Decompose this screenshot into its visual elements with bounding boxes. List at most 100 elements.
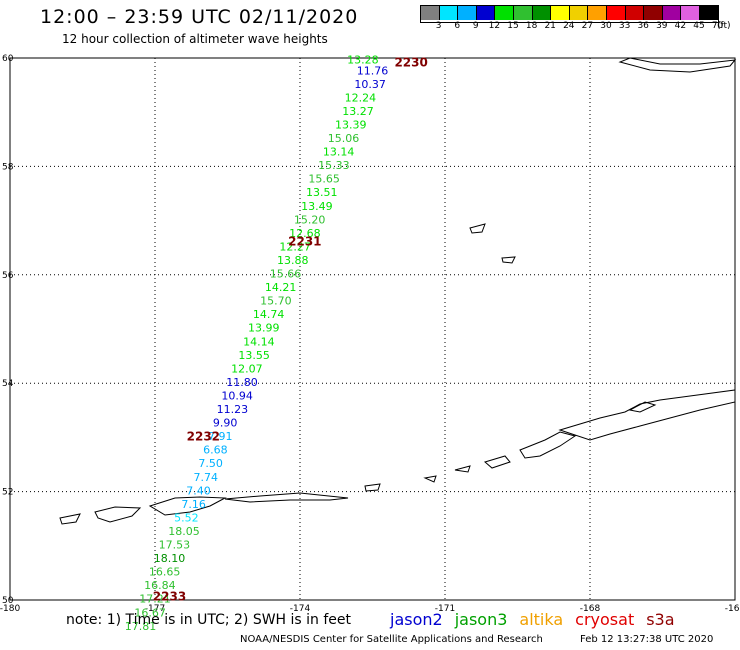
coastline xyxy=(628,401,657,413)
legend-tick-label: 42 xyxy=(674,21,687,31)
wave-height-label: 14.21 xyxy=(265,281,297,294)
wave-height-label: 7.50 xyxy=(198,457,223,470)
coastline xyxy=(618,57,737,73)
coastline xyxy=(454,465,471,473)
footer-timestamp: Feb 12 13:27:38 UTC 2020 xyxy=(580,634,714,645)
wave-height-label: 17.81 xyxy=(125,620,157,633)
map-frame xyxy=(9,57,736,601)
wave-height-label: 13.14 xyxy=(323,146,355,159)
legend-swatch xyxy=(681,6,700,20)
longitude-label: -168 xyxy=(580,604,601,614)
legend-tick-label: 12 xyxy=(488,21,501,31)
legend-swatch xyxy=(495,6,514,20)
legend-swatch xyxy=(625,6,645,20)
wave-height-label: 12.07 xyxy=(231,362,263,375)
time-label: 2233 xyxy=(153,589,186,603)
legend-swatch xyxy=(532,6,552,20)
legend-tick-label: 33 xyxy=(618,21,631,31)
legend-tick-label: 24 xyxy=(563,21,575,31)
coastline xyxy=(423,475,437,483)
legend-unit: (ft) xyxy=(717,21,731,31)
mission-label: altika xyxy=(519,610,564,629)
legend-tick-label: 45 xyxy=(693,21,705,31)
legend-swatch xyxy=(662,6,682,20)
coastline xyxy=(483,455,511,469)
wave-height-label: 9.90 xyxy=(213,417,238,430)
legend-tick-label: 70 xyxy=(711,21,724,31)
legend-swatch xyxy=(699,6,718,20)
wave-height-label: 15.20 xyxy=(294,213,326,226)
wave-height-label: 6.68 xyxy=(203,444,228,457)
mission-list: jason2 jason3 altika cryosat s3a xyxy=(390,610,687,629)
wave-height-label: 11.76 xyxy=(357,64,389,77)
wave-height-label: 14.74 xyxy=(253,308,285,321)
coastline xyxy=(469,223,486,234)
wave-height-label: 18.10 xyxy=(154,552,186,565)
legend-tick-label: 6 xyxy=(454,21,461,31)
wave-height-label: 14.14 xyxy=(243,335,275,348)
wave-height-label: 10.94 xyxy=(221,389,253,402)
legend-tick-labels: 3 6 9 12 15 18 21 24 27 30 33 36 39 42 45 70 xyxy=(420,21,724,33)
wave-height-label: 13.88 xyxy=(277,254,309,267)
legend-swatch xyxy=(476,6,496,20)
coastline xyxy=(224,492,349,503)
longitude-label: -165 xyxy=(725,604,740,614)
mission-label: cryosat xyxy=(575,610,635,629)
legend-swatch xyxy=(569,6,589,20)
legend-swatch xyxy=(439,6,459,20)
legend-tick-label: 39 xyxy=(656,21,668,31)
legend-swatch xyxy=(606,6,626,20)
wave-height-label: 15.33 xyxy=(318,159,350,172)
latitude-label: 50 xyxy=(2,596,14,606)
wave-height-label: 17.53 xyxy=(159,539,191,552)
wave-height-label: 7.40 xyxy=(186,484,211,497)
legend-swatch xyxy=(458,6,477,20)
wave-height-label: 12.24 xyxy=(345,91,377,104)
longitude-label: -180 xyxy=(0,604,20,614)
wave-height-label: 13.55 xyxy=(238,349,270,362)
wave-height-label: 15.70 xyxy=(260,295,292,308)
color-scale-legend xyxy=(420,5,719,23)
wave-height-label: 7.91 xyxy=(208,430,233,443)
legend-tick-label: 18 xyxy=(525,21,538,31)
footer-note: note: 1) Time is in UTC; 2) SWH is in fe… xyxy=(66,612,352,628)
legend-swatch xyxy=(513,6,533,20)
latitude-label: 58 xyxy=(2,162,14,172)
legend-tick-label: 3 xyxy=(435,21,442,31)
latitude-label: 56 xyxy=(2,271,14,281)
legend-tick-label: 9 xyxy=(472,21,479,31)
legend-tick-label: 30 xyxy=(600,21,612,31)
mission-label: jason2 xyxy=(390,610,443,629)
wave-height-label: 13.51 xyxy=(306,186,338,199)
wave-height-label: 18.05 xyxy=(168,525,200,538)
latitude-label: 52 xyxy=(2,488,13,498)
legend-swatch xyxy=(644,6,663,20)
mission-label: jason3 xyxy=(454,610,508,629)
page-title: 12:00 – 23:59 UTC 02/11/2020 xyxy=(40,6,359,28)
wave-height-label: 13.28 xyxy=(347,53,379,66)
coastline xyxy=(148,496,227,516)
wave-height-label: 15.06 xyxy=(328,132,360,145)
longitude-label: -174 xyxy=(290,604,311,614)
legend-tick-label: 36 xyxy=(637,21,649,31)
legend-swatch xyxy=(588,6,607,20)
latitude-label: 60 xyxy=(2,54,14,64)
wave-height-label: 13.99 xyxy=(248,322,280,335)
wave-height-label: 11.80 xyxy=(226,376,258,389)
coastline xyxy=(519,431,577,459)
wave-height-label: 10.37 xyxy=(354,78,386,91)
wave-height-label: 12.27 xyxy=(279,240,311,253)
legend-swatch xyxy=(551,6,570,20)
wave-height-label: 15.66 xyxy=(270,268,302,281)
wave-height-label: 5.52 xyxy=(174,511,199,524)
wave-height-label: 16.65 xyxy=(149,566,181,579)
longitude-label: -177 xyxy=(145,604,165,614)
time-label: 2231 xyxy=(288,234,321,248)
legend-swatch xyxy=(421,6,440,20)
wave-height-label: 7.74 xyxy=(194,471,219,484)
coastline xyxy=(501,256,516,264)
wave-height-label: 12.68 xyxy=(289,227,321,240)
wave-height-label: 7.16 xyxy=(181,498,206,511)
wave-height-label: 17.21 xyxy=(139,593,171,606)
